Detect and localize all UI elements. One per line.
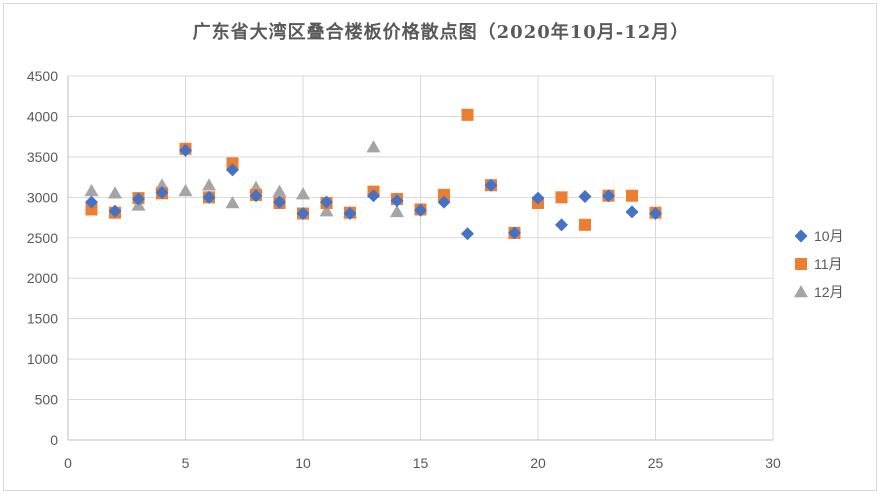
data-point-diamond — [273, 195, 286, 209]
data-point-triangle — [272, 184, 287, 197]
data-point-triangle — [225, 195, 240, 209]
data-point-diamond — [484, 178, 498, 192]
data-point-diamond — [132, 192, 145, 206]
data-point-diamond — [649, 207, 662, 221]
data-point-diamond — [249, 189, 263, 203]
data-point-diamond — [437, 195, 451, 209]
y-tick-label: 500 — [35, 392, 59, 408]
data-point-diamond — [85, 195, 98, 209]
x-tick-label: 30 — [765, 455, 781, 471]
legend-label: 12月 — [814, 284, 844, 300]
data-point-triangle — [296, 187, 310, 200]
axes: 0 500 1000 1500 2000 2500 3000 3500 4000 4500 0 5 10… — [27, 68, 781, 471]
data-point-diamond — [343, 207, 357, 221]
x-tick-label: 20 — [530, 455, 546, 471]
data-point-diamond — [155, 185, 169, 199]
data-point-diamond — [108, 204, 122, 218]
data-point-triangle — [108, 186, 122, 199]
data-points — [84, 108, 662, 241]
chart-frame — [3, 3, 877, 491]
x-tick-label: 10 — [295, 455, 311, 471]
y-tick-label: 1000 — [27, 351, 58, 367]
data-point-diamond — [414, 203, 427, 217]
data-point-diamond — [602, 189, 615, 203]
chart-title: 广东省大湾区叠合楼板价格散点图（2020年10月-12月） — [192, 22, 690, 43]
data-point-diamond — [578, 190, 592, 204]
y-tick-label: 3000 — [27, 189, 58, 205]
x-tick-label: 5 — [182, 455, 190, 471]
y-tick-label: 0 — [50, 432, 58, 448]
data-point-diamond — [508, 226, 521, 240]
data-point-triangle — [366, 140, 381, 153]
data-point-diamond — [179, 143, 192, 157]
data-point-triangle — [390, 204, 404, 218]
data-point-diamond — [202, 190, 216, 204]
y-tick-label: 2000 — [27, 270, 58, 286]
y-tick-label: 4500 — [27, 68, 58, 84]
legend-marker-triangle — [794, 285, 808, 298]
data-point-square — [555, 191, 568, 204]
y-tick-label: 1500 — [27, 311, 58, 327]
data-point-diamond — [461, 227, 474, 241]
data-point-square — [579, 218, 591, 231]
legend-marker-square — [795, 258, 807, 270]
data-point-triangle — [202, 178, 216, 191]
data-point-diamond — [390, 194, 404, 208]
legend-label: 10月 — [814, 228, 844, 244]
data-point-triangle — [84, 183, 99, 197]
legend: 10月 11月 12月 — [794, 228, 844, 300]
data-point-square — [438, 188, 450, 201]
data-point-square — [626, 189, 638, 202]
x-tick-label: 15 — [413, 455, 429, 471]
data-point-diamond — [296, 207, 310, 221]
data-point-square — [461, 108, 474, 121]
data-point-square — [85, 203, 98, 216]
data-point-triangle — [178, 183, 193, 197]
data-point-diamond — [625, 205, 639, 219]
y-tick-label: 3500 — [27, 149, 58, 165]
y-tick-label: 4000 — [27, 108, 58, 124]
gridlines — [67, 75, 774, 441]
legend-marker-diamond — [794, 229, 808, 243]
x-tick-label: 25 — [648, 455, 664, 471]
data-point-diamond — [226, 163, 239, 177]
data-point-diamond — [555, 218, 568, 232]
data-point-diamond — [320, 195, 333, 209]
y-tick-label: 2500 — [27, 230, 58, 246]
x-tick-label: 0 — [64, 455, 72, 471]
data-point-diamond — [367, 189, 380, 203]
legend-label: 11月 — [814, 256, 843, 272]
data-point-diamond — [531, 191, 545, 205]
data-point-triangle — [319, 204, 334, 217]
